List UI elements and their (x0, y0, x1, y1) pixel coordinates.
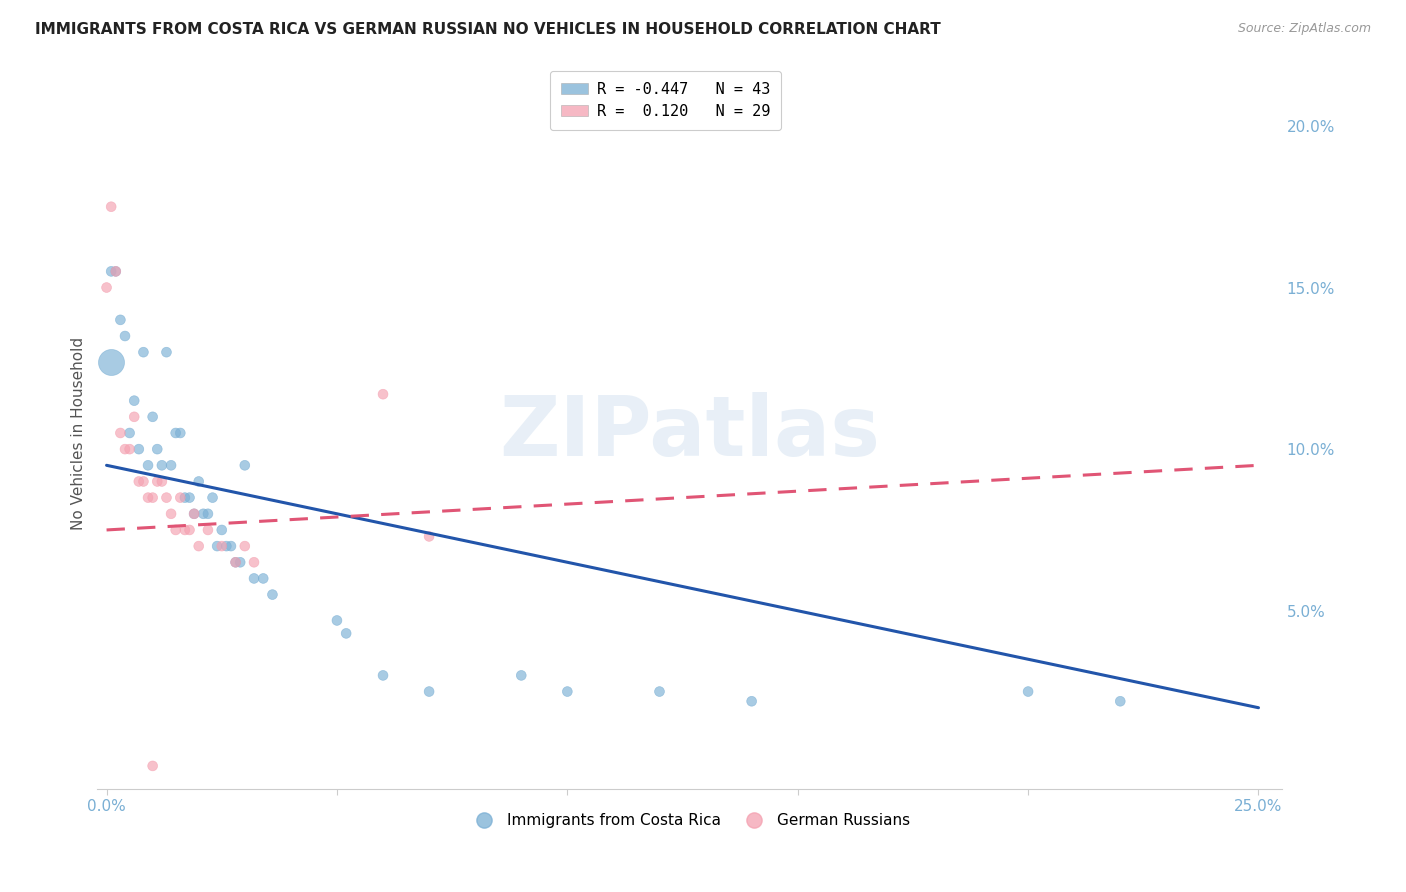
Point (114, 442, 136, 457)
Point (211, 523, 233, 537)
Point (142, 491, 165, 505)
Point (225, 555, 247, 569)
Point (155, 345, 177, 359)
Point (104, 264, 127, 278)
Point (169, 491, 191, 505)
Point (243, 571, 266, 585)
Point (557, 684, 579, 698)
Point (142, 409, 165, 424)
Point (110, 313, 132, 327)
Text: ZIPatlas: ZIPatlas (499, 392, 880, 474)
Text: IMMIGRANTS FROM COSTA RICA VS GERMAN RUSSIAN NO VEHICLES IN HOUSEHOLD CORRELATIO: IMMIGRANTS FROM COSTA RICA VS GERMAN RUS… (35, 22, 941, 37)
Point (1017, 684, 1039, 698)
Point (510, 668, 533, 682)
Point (1109, 694, 1132, 708)
Point (371, 668, 394, 682)
Point (96, 280, 118, 294)
Point (160, 458, 183, 473)
Point (741, 694, 763, 708)
Point (252, 571, 274, 585)
Point (160, 507, 183, 521)
Point (418, 684, 440, 698)
Point (201, 491, 224, 505)
Point (100, 264, 122, 278)
Point (100, 200, 122, 214)
Point (215, 539, 238, 553)
Point (187, 475, 209, 489)
Point (187, 539, 209, 553)
Point (174, 523, 197, 537)
Point (146, 475, 169, 489)
Point (174, 491, 197, 505)
Legend: Immigrants from Costa Rica, German Russians: Immigrants from Costa Rica, German Russi… (463, 807, 917, 834)
Point (371, 387, 394, 401)
Point (136, 491, 159, 505)
Point (169, 425, 191, 440)
Point (211, 539, 233, 553)
Point (197, 507, 219, 521)
Point (418, 529, 440, 543)
Point (146, 442, 169, 457)
Point (219, 539, 242, 553)
Point (197, 523, 219, 537)
Point (118, 425, 141, 440)
Point (183, 507, 205, 521)
Point (326, 614, 349, 628)
Point (110, 425, 132, 440)
Point (114, 329, 136, 343)
Point (150, 475, 173, 489)
Point (122, 409, 145, 424)
Point (150, 458, 173, 473)
Point (165, 523, 187, 537)
Point (132, 475, 155, 489)
Point (118, 442, 141, 457)
Point (155, 491, 177, 505)
Point (225, 555, 247, 569)
Point (104, 264, 127, 278)
Point (193, 507, 215, 521)
Point (132, 345, 155, 359)
Point (136, 458, 159, 473)
Text: Source: ZipAtlas.com: Source: ZipAtlas.com (1237, 22, 1371, 36)
Point (179, 523, 201, 537)
Point (233, 539, 256, 553)
Point (262, 588, 284, 602)
Point (183, 507, 205, 521)
Point (142, 759, 165, 773)
Point (100, 355, 122, 369)
Point (243, 555, 266, 569)
Point (229, 555, 252, 569)
Point (335, 626, 357, 640)
Point (128, 475, 150, 489)
Point (648, 684, 671, 698)
Y-axis label: No Vehicles in Household: No Vehicles in Household (72, 336, 86, 530)
Point (165, 425, 187, 440)
Point (128, 442, 150, 457)
Point (179, 491, 201, 505)
Point (122, 393, 145, 408)
Point (233, 458, 256, 473)
Point (205, 539, 228, 553)
